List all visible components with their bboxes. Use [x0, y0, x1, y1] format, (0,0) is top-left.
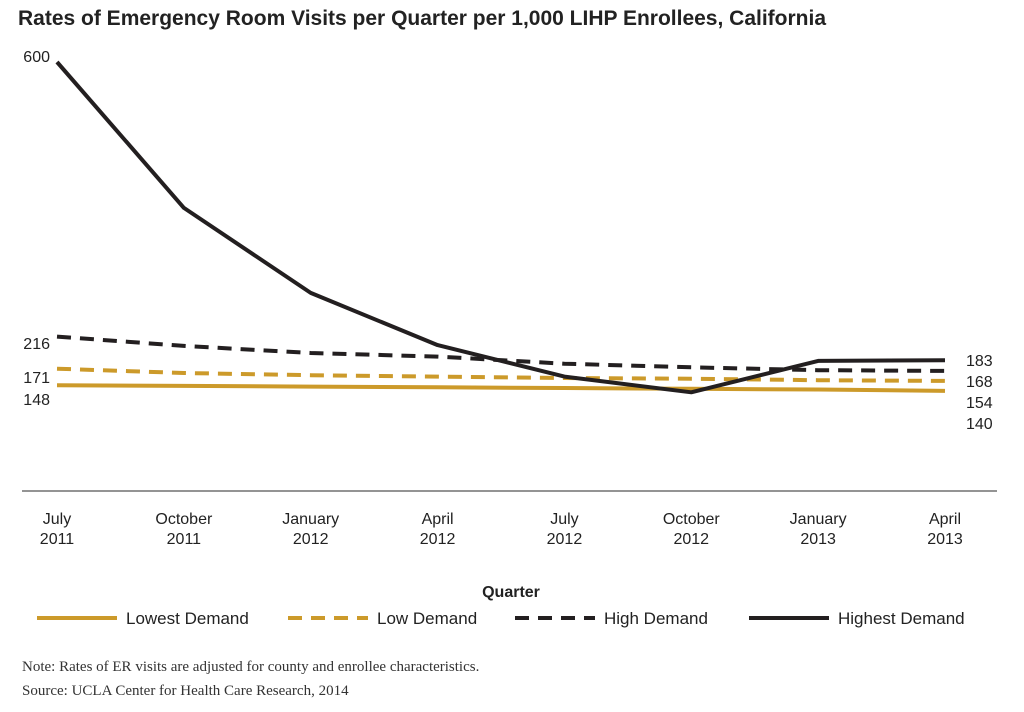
x-tick-label: July 2011: [40, 511, 75, 548]
x-tick-label: July 2012: [547, 511, 583, 548]
end-label-lowest-demand: 140: [966, 416, 993, 433]
x-tick-labels: July 2011 October 2011 January 2012 April 2012 J…: [40, 511, 963, 548]
x-tick-label: April 2013: [927, 511, 963, 548]
x-tick-label: April 2012: [420, 511, 456, 548]
footnote-source: Source: UCLA Center for Health Care Rese…: [22, 683, 349, 699]
x-tick-label: January 2013: [790, 511, 847, 548]
legend-label: High Demand: [604, 609, 708, 628]
start-label-lowest-demand: 148: [23, 392, 50, 409]
series-line-high-demand: [56, 334, 946, 373]
end-label-low-demand: 154: [966, 395, 993, 412]
x-axis-label: Quarter: [482, 584, 540, 601]
x-tick-label: January 2012: [282, 511, 339, 548]
end-label-high-demand: 168: [966, 374, 993, 391]
x-tick-label: October 2012: [663, 511, 721, 548]
legend: Lowest Demand Low Demand High Demand Highes…: [37, 609, 965, 628]
start-label-highest-demand: 600: [23, 49, 50, 66]
footnote-note: Note: Rates of ER visits are adjusted fo…: [22, 659, 479, 675]
series-line-low-demand: [56, 366, 946, 383]
end-label-highest-demand: 183: [966, 353, 993, 370]
legend-label: Lowest Demand: [126, 609, 249, 628]
chart-title: Rates of Emergency Room Visits per Quart…: [18, 7, 826, 30]
legend-item-lowest-demand: Lowest Demand: [37, 609, 249, 628]
series-layer: [55, 60, 946, 395]
legend-label: Highest Demand: [838, 609, 965, 628]
series-line-highest-demand: [55, 60, 946, 395]
legend-item-low-demand: Low Demand: [288, 609, 477, 628]
x-tick-label: October 2011: [155, 511, 213, 548]
legend-label: Low Demand: [377, 609, 477, 628]
start-label-high-demand: 216: [23, 336, 50, 353]
series-line-lowest-demand: [56, 383, 946, 393]
labels-layer: 148 140 171 154 216 168 600 183: [23, 49, 993, 433]
start-label-low-demand: 171: [23, 370, 50, 387]
legend-item-high-demand: High Demand: [515, 609, 708, 628]
legend-item-highest-demand: Highest Demand: [749, 609, 965, 628]
